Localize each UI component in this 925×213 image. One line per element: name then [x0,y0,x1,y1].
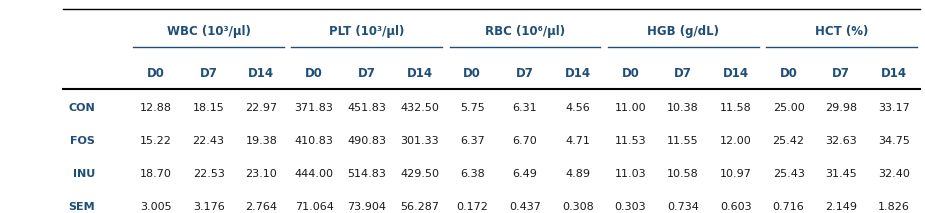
Text: 2.149: 2.149 [825,202,857,212]
Text: CON: CON [68,103,95,113]
Text: 4.89: 4.89 [565,169,590,179]
Text: 23.10: 23.10 [245,169,278,179]
Text: 432.50: 432.50 [400,103,439,113]
Text: 15.22: 15.22 [140,136,172,146]
Text: D7: D7 [832,67,850,80]
Text: 0.303: 0.303 [614,202,647,212]
Text: 410.83: 410.83 [294,136,334,146]
Text: 22.97: 22.97 [245,103,278,113]
Text: 490.83: 490.83 [347,136,387,146]
Text: 0.734: 0.734 [667,202,699,212]
Text: D14: D14 [406,67,433,80]
Text: 25.43: 25.43 [772,169,805,179]
Text: 6.31: 6.31 [512,103,537,113]
Text: 444.00: 444.00 [294,169,334,179]
Text: 19.38: 19.38 [245,136,278,146]
Text: 18.70: 18.70 [140,169,172,179]
Text: 371.83: 371.83 [294,103,334,113]
Text: 33.17: 33.17 [878,103,910,113]
Text: 0.172: 0.172 [456,202,488,212]
Text: 0.437: 0.437 [509,202,541,212]
Text: D0: D0 [622,67,639,80]
Text: 451.83: 451.83 [347,103,387,113]
Text: 10.58: 10.58 [667,169,699,179]
Text: 2.764: 2.764 [245,202,278,212]
Text: 22.43: 22.43 [192,136,225,146]
Text: RBC (10⁶/μl): RBC (10⁶/μl) [485,25,565,39]
Text: 56.287: 56.287 [400,202,439,212]
Text: D7: D7 [358,67,376,80]
Text: 32.63: 32.63 [825,136,857,146]
Text: D14: D14 [881,67,907,80]
Text: 11.53: 11.53 [614,136,647,146]
Text: FOS: FOS [70,136,95,146]
Text: 12.00: 12.00 [720,136,752,146]
Text: 10.38: 10.38 [667,103,699,113]
Text: 1.826: 1.826 [878,202,910,212]
Text: 0.716: 0.716 [772,202,805,212]
Text: 12.88: 12.88 [140,103,172,113]
Text: 514.83: 514.83 [347,169,387,179]
Text: 4.56: 4.56 [565,103,590,113]
Text: 25.00: 25.00 [772,103,805,113]
Text: INU: INU [73,169,95,179]
Text: D14: D14 [564,67,591,80]
Text: D0: D0 [780,67,797,80]
Text: 429.50: 429.50 [400,169,439,179]
Text: D7: D7 [200,67,217,80]
Text: 11.00: 11.00 [614,103,647,113]
Text: 31.45: 31.45 [825,169,857,179]
Text: 25.42: 25.42 [772,136,805,146]
Text: 6.37: 6.37 [460,136,485,146]
Text: 5.75: 5.75 [460,103,485,113]
Text: 29.98: 29.98 [825,103,857,113]
Text: SEM: SEM [68,202,95,212]
Text: D14: D14 [248,67,275,80]
Text: 10.97: 10.97 [720,169,752,179]
Text: 18.15: 18.15 [192,103,225,113]
Text: D0: D0 [147,67,165,80]
Text: D0: D0 [305,67,323,80]
Text: 34.75: 34.75 [878,136,910,146]
Text: D0: D0 [463,67,481,80]
Text: 73.904: 73.904 [347,202,387,212]
Text: 11.03: 11.03 [614,169,647,179]
Text: 71.064: 71.064 [294,202,334,212]
Text: HCT (%): HCT (%) [815,25,868,39]
Text: D7: D7 [674,67,692,80]
Text: 0.603: 0.603 [720,202,752,212]
Text: 0.308: 0.308 [561,202,594,212]
Text: 32.40: 32.40 [878,169,910,179]
Text: 301.33: 301.33 [401,136,438,146]
Text: D14: D14 [722,67,749,80]
Text: 3.176: 3.176 [192,202,225,212]
Text: 4.71: 4.71 [565,136,590,146]
Text: D7: D7 [516,67,534,80]
Text: 11.58: 11.58 [720,103,752,113]
Text: HGB (g/dL): HGB (g/dL) [648,25,719,39]
Text: 22.53: 22.53 [192,169,225,179]
Text: 6.70: 6.70 [512,136,537,146]
Text: 11.55: 11.55 [667,136,699,146]
Text: PLT (10³/μl): PLT (10³/μl) [329,25,404,39]
Text: WBC (10³/μl): WBC (10³/μl) [166,25,251,39]
Text: 6.49: 6.49 [512,169,537,179]
Text: 6.38: 6.38 [460,169,485,179]
Text: 3.005: 3.005 [140,202,172,212]
